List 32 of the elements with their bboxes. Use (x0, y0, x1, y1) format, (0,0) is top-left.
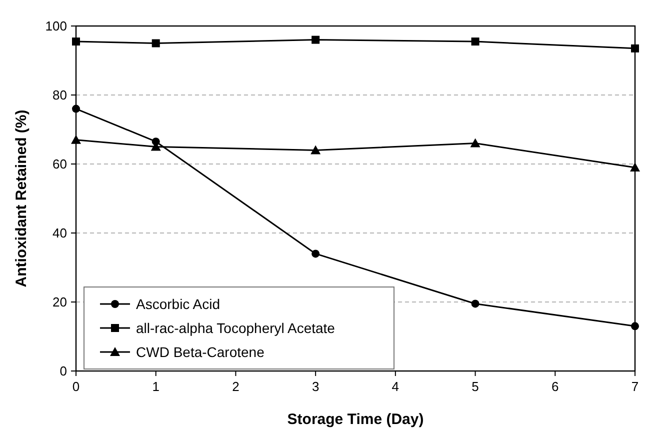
x-tick-label: 1 (152, 379, 160, 394)
point (471, 38, 480, 46)
y-axis-title: Antioxidant Retained (%) (13, 110, 30, 288)
point (312, 36, 320, 44)
x-axis-title: Storage Time (Day) (287, 411, 424, 428)
x-tick-label: 4 (392, 379, 400, 394)
y-tick-label: 80 (52, 88, 67, 103)
legend-label: CWD Beta-Carotene (136, 344, 265, 360)
y-tick-label: 0 (60, 364, 67, 379)
x-tick-label: 0 (72, 379, 80, 394)
x-tick-label: 6 (552, 379, 559, 394)
point (471, 300, 480, 308)
point (312, 250, 320, 258)
point (71, 134, 81, 144)
legend-label: all-rac-alpha Tocopheryl Acetate (136, 320, 336, 336)
y-tick-label: 20 (52, 294, 67, 310)
x-tick-label: 5 (472, 379, 479, 394)
point (631, 44, 639, 52)
point (470, 138, 480, 148)
x-tick-label: 7 (631, 379, 639, 394)
y-tick-label: 60 (52, 156, 67, 172)
point (152, 39, 160, 48)
x-tick-label: 3 (312, 379, 320, 394)
point (72, 104, 80, 113)
point (310, 145, 321, 154)
legend-label: Ascorbic Acid (136, 296, 220, 312)
y-tick-label: 40 (52, 226, 67, 241)
x-tick-label: 2 (232, 379, 240, 394)
point (72, 38, 80, 46)
point (630, 162, 640, 172)
point (631, 322, 639, 330)
y-tick-label: 100 (45, 18, 67, 34)
